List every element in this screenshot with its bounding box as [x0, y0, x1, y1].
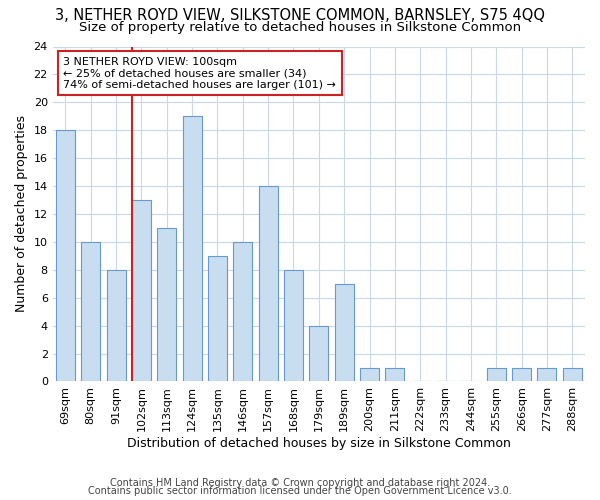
- Bar: [233, 242, 252, 382]
- Bar: [182, 116, 202, 382]
- Bar: [208, 256, 227, 382]
- Bar: [56, 130, 75, 382]
- Bar: [512, 368, 531, 382]
- Bar: [284, 270, 303, 382]
- Bar: [487, 368, 506, 382]
- Bar: [360, 368, 379, 382]
- Bar: [259, 186, 278, 382]
- Bar: [132, 200, 151, 382]
- Text: Contains HM Land Registry data © Crown copyright and database right 2024.: Contains HM Land Registry data © Crown c…: [110, 478, 490, 488]
- Bar: [157, 228, 176, 382]
- Text: 3, NETHER ROYD VIEW, SILKSTONE COMMON, BARNSLEY, S75 4QQ: 3, NETHER ROYD VIEW, SILKSTONE COMMON, B…: [55, 8, 545, 22]
- Text: 3 NETHER ROYD VIEW: 100sqm
← 25% of detached houses are smaller (34)
74% of semi: 3 NETHER ROYD VIEW: 100sqm ← 25% of deta…: [64, 56, 336, 90]
- Bar: [310, 326, 328, 382]
- Text: Contains public sector information licensed under the Open Government Licence v3: Contains public sector information licen…: [88, 486, 512, 496]
- X-axis label: Distribution of detached houses by size in Silkstone Common: Distribution of detached houses by size …: [127, 437, 511, 450]
- Y-axis label: Number of detached properties: Number of detached properties: [15, 116, 28, 312]
- Bar: [385, 368, 404, 382]
- Bar: [538, 368, 556, 382]
- Bar: [81, 242, 100, 382]
- Text: Size of property relative to detached houses in Silkstone Common: Size of property relative to detached ho…: [79, 21, 521, 34]
- Bar: [563, 368, 582, 382]
- Bar: [335, 284, 353, 382]
- Bar: [107, 270, 125, 382]
